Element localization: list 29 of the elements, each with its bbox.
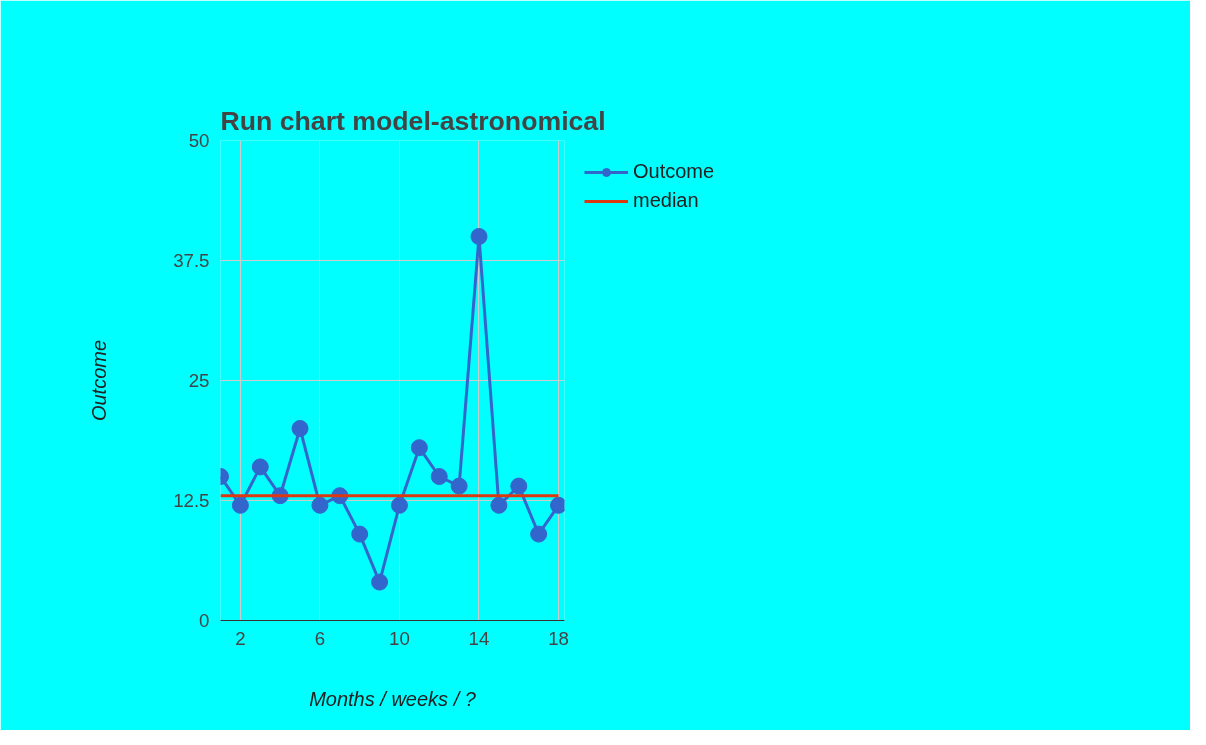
y-tick-label: 25 xyxy=(188,370,210,391)
y-tick-label: 12.5 xyxy=(173,490,210,511)
x-tick-label: 2 xyxy=(235,627,246,649)
x-tick-label: 10 xyxy=(389,627,410,649)
x-tick-label: 6 xyxy=(314,627,326,649)
point xyxy=(450,477,468,495)
y-tick-label: 50 xyxy=(188,130,210,151)
y-tick-label: 37.5 xyxy=(173,250,210,271)
x-tick-label: 14 xyxy=(468,627,490,649)
point xyxy=(371,573,389,591)
x-tick-label: 18 xyxy=(548,627,569,649)
point xyxy=(351,525,369,543)
legend-label: Outcome xyxy=(633,160,715,183)
point xyxy=(251,458,269,476)
y-axis-title: Outcome xyxy=(88,339,111,422)
point xyxy=(430,468,448,485)
point xyxy=(470,228,488,245)
chart-title: Run chart model-astronomical xyxy=(220,105,606,136)
point xyxy=(231,496,249,514)
point xyxy=(410,439,428,457)
x-axis-title: Months / weeks / ? xyxy=(309,687,477,710)
point xyxy=(490,496,508,514)
point xyxy=(530,525,548,543)
y-tick-label: 0 xyxy=(199,610,210,631)
legend-label: median xyxy=(633,189,699,212)
point xyxy=(291,420,309,437)
point xyxy=(390,496,408,514)
point xyxy=(311,496,329,514)
point xyxy=(510,477,528,495)
